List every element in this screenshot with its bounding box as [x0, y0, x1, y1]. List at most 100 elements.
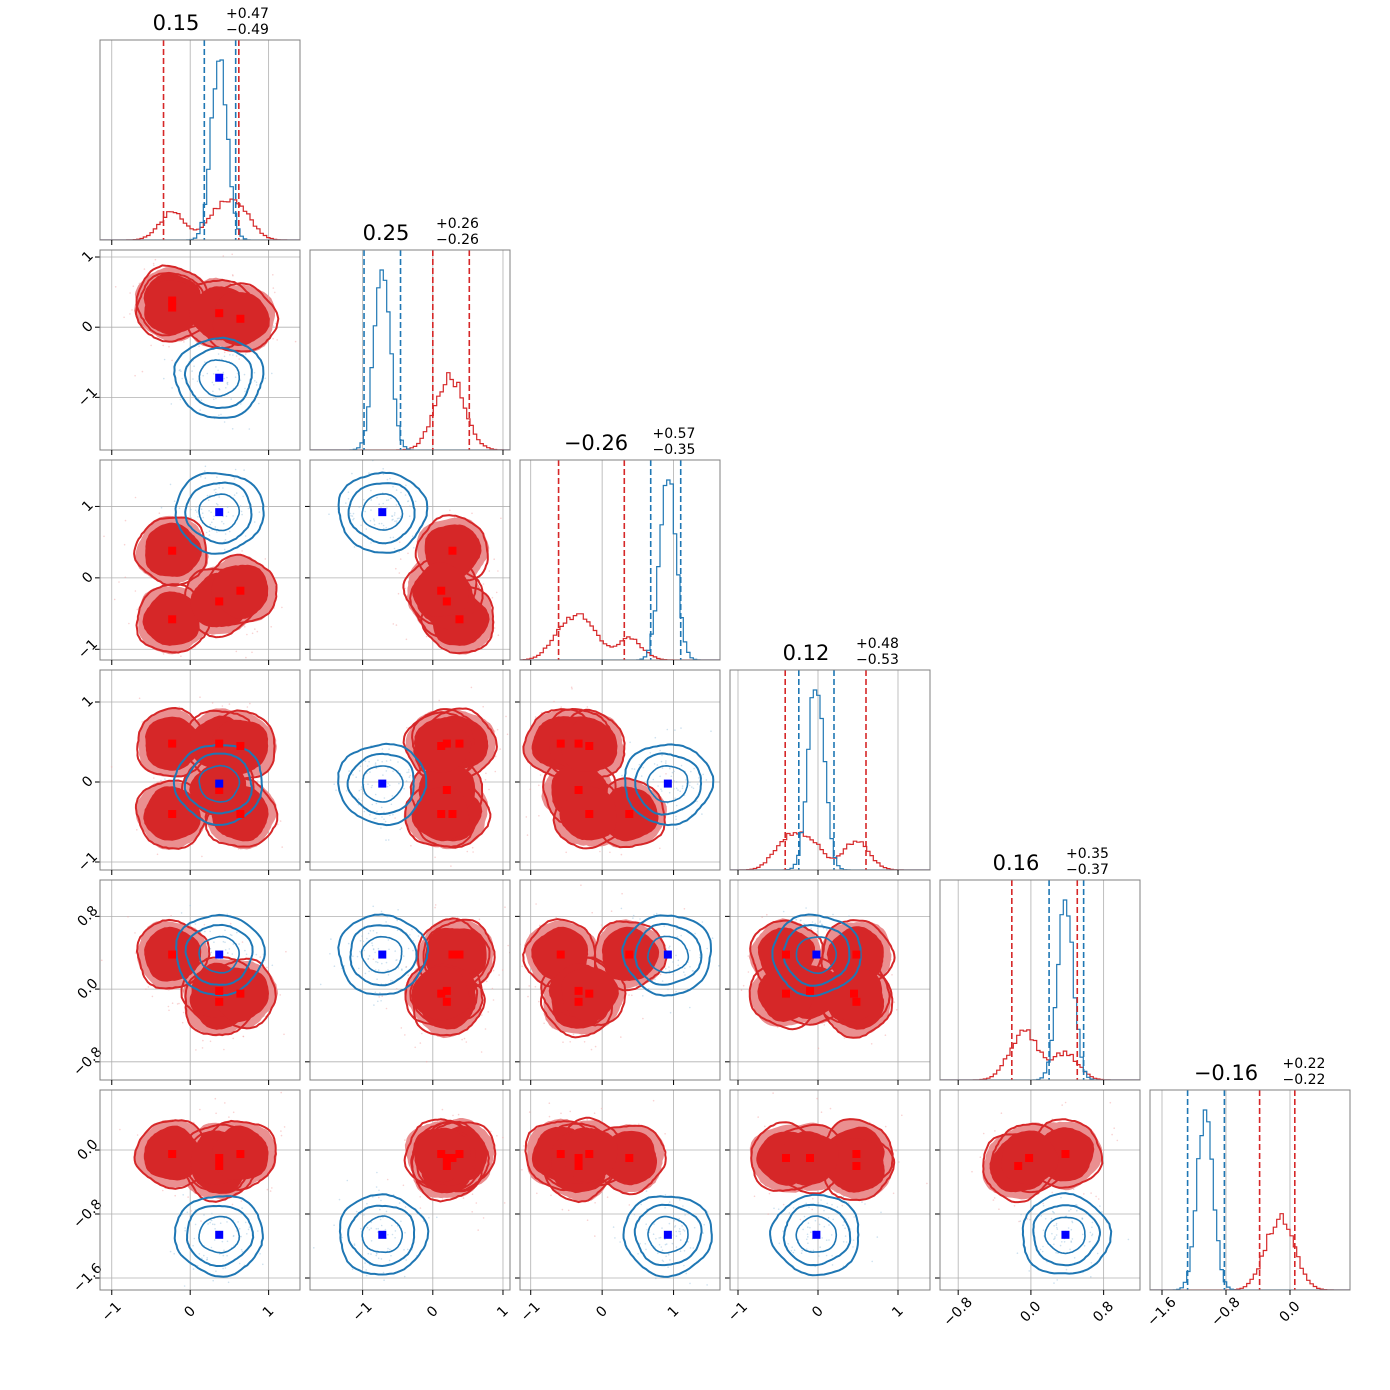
red-sample-dot	[536, 1192, 538, 1195]
red-mode-marker	[236, 989, 245, 998]
blue-sample-dot	[818, 1255, 820, 1257]
blue-sample-dot	[387, 939, 390, 941]
red-sample-dot	[214, 1097, 217, 1100]
blue-sample-dot	[163, 377, 165, 380]
blue-sample-dot	[691, 786, 693, 788]
blue-sample-dot	[210, 1246, 213, 1249]
blue-sample-dot	[702, 1232, 704, 1234]
blue-contour-inner	[795, 1215, 838, 1254]
blue-sample-dot	[223, 540, 226, 543]
blue-sample-dot	[675, 815, 677, 818]
blue-sample-dot	[239, 505, 242, 507]
blue-sample-dot	[660, 760, 663, 763]
blue-sample-dot	[832, 913, 834, 916]
contour-panel-5-2	[305, 879, 511, 1085]
blue-sample-dot	[196, 380, 199, 383]
blue-sample-dot	[160, 506, 163, 509]
blue-sample-dot	[683, 971, 685, 973]
blue-sample-dot	[178, 507, 181, 510]
red-sample-dot	[162, 344, 164, 347]
red-mode-marker	[168, 296, 177, 305]
red-sample-dot	[153, 264, 155, 267]
blue-sample-dot	[405, 780, 408, 782]
blue-sample-dot	[217, 353, 220, 355]
blue-sample-dot	[382, 468, 385, 470]
blue-sample-dot	[395, 489, 398, 491]
blue-sample-dot	[658, 1243, 661, 1246]
blue-contour-middle	[184, 481, 253, 545]
red-sample-dot	[756, 1085, 758, 1087]
panel-frame	[309, 879, 511, 1081]
red-sample-dot	[224, 1102, 226, 1104]
blue-sample-dot	[377, 1231, 379, 1233]
blue-sample-dot	[682, 1228, 685, 1231]
blue-sample-dot	[778, 1242, 781, 1245]
red-sample-dot	[561, 1208, 564, 1211]
red-histogram-2	[310, 372, 510, 450]
red-sample-dot	[496, 728, 499, 731]
blue-sample-dot	[828, 1239, 830, 1241]
red-sample-dot	[508, 806, 510, 808]
red-mode-marker	[585, 742, 594, 750]
red-sample-dot	[129, 313, 131, 315]
blue-sample-dot	[666, 802, 669, 805]
blue-sample-dot	[197, 397, 200, 400]
blue-sample-dot	[703, 1223, 705, 1226]
blue-sample-dot	[374, 951, 376, 954]
red-sample-dot	[404, 1034, 406, 1036]
blue-contour-inner	[198, 493, 241, 532]
blue-sample-dot	[807, 1236, 809, 1238]
blue-sample-dot	[661, 980, 664, 982]
panel-frame	[99, 249, 301, 451]
red-sample-dot	[761, 916, 763, 918]
x-tick-label: 1	[665, 1303, 683, 1321]
blue-sample-dot	[669, 767, 671, 770]
blue-sample-dot	[1089, 1231, 1092, 1234]
red-sample-dot	[494, 755, 497, 758]
red-sample-dot	[1097, 1198, 1100, 1200]
red-mode-marker	[168, 1150, 177, 1158]
blue-sample-dot	[353, 546, 356, 548]
blue-sample-dot	[356, 955, 359, 958]
blue-sample-dot	[404, 1206, 407, 1208]
panel-frame	[1149, 1089, 1351, 1291]
blue-sample-dot	[202, 516, 205, 519]
red-sample-dot	[407, 974, 410, 976]
blue-sample-dot	[404, 1231, 406, 1234]
blue-sample-dot	[382, 1216, 384, 1219]
blue-sample-dot	[380, 910, 383, 913]
blue-sample-dot	[182, 1194, 184, 1196]
red-mode-marker	[852, 950, 861, 959]
red-sample-dot	[753, 1195, 756, 1198]
red-sample-dot	[812, 1197, 814, 1200]
red-sample-dot	[497, 634, 500, 636]
blue-sample-dot	[1076, 1209, 1078, 1212]
red-sample-dot	[621, 892, 623, 895]
blue-sample-dot	[294, 457, 296, 459]
red-sample-dot	[580, 884, 582, 886]
blue-sample-dot	[409, 505, 411, 508]
red-sample-dot	[475, 1202, 478, 1204]
blue-sample-dot	[807, 1226, 809, 1228]
red-mode-marker	[574, 1162, 583, 1170]
blue-sample-dot	[685, 779, 687, 781]
red-sample-dot	[500, 672, 502, 674]
blue-sample-dot	[876, 1236, 879, 1238]
blue-sample-dot	[345, 502, 347, 504]
red-sample-dot	[457, 1113, 460, 1116]
blue-sample-dot	[1020, 1213, 1022, 1216]
red-sample-dot	[450, 883, 452, 885]
red-sample-dot	[395, 988, 398, 990]
red-sample-dot	[419, 1196, 422, 1198]
red-sample-dot	[119, 1128, 121, 1131]
red-mode-marker	[215, 1154, 224, 1162]
blue-sample-dot	[180, 370, 182, 373]
blue-sample-dot	[810, 927, 812, 930]
blue-sample-dot	[668, 1254, 670, 1256]
red-sample-dot	[274, 291, 276, 294]
blue-sample-dot	[388, 1259, 391, 1262]
blue-sample-dot	[659, 775, 661, 778]
red-sample-dot	[820, 1111, 823, 1113]
red-sample-dot	[456, 916, 459, 919]
blue-sample-dot	[333, 783, 336, 785]
